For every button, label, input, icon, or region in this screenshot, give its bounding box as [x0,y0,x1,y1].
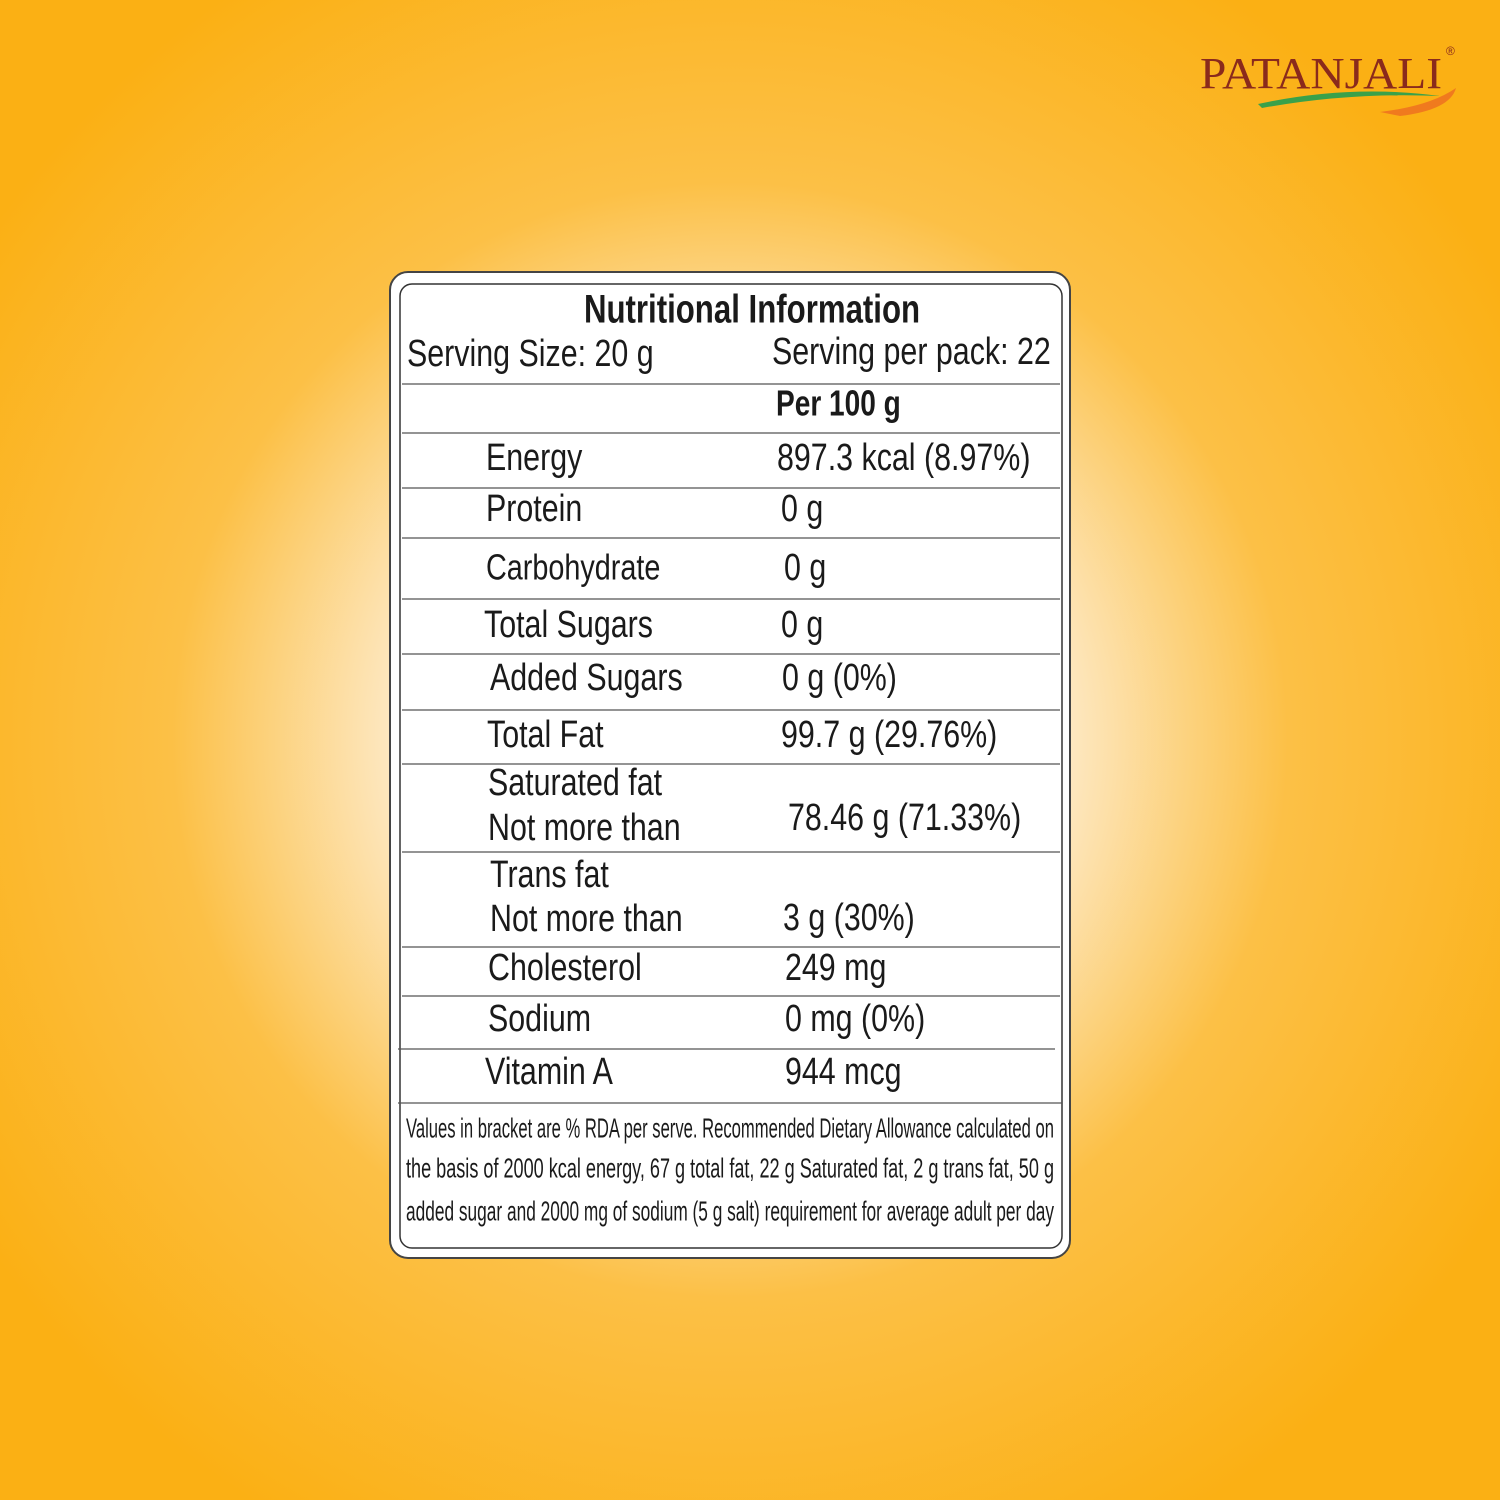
nutrient-name-group: Vitamin A [485,1051,613,1093]
nutrient-value: 944 mcg [785,1051,902,1093]
nutrient-value-group: 944 mcg [785,1051,902,1093]
nutrient-name: Total Sugars [484,604,653,646]
brand-mark: ® [1446,44,1455,58]
label-title-group: Nutritional Information [584,287,920,332]
brand-name: PATANJALI [1200,49,1442,98]
nutrient-value-group: 249 mg [785,947,886,989]
nutrient-name: Trans fat [490,854,609,896]
nutrient-name: Vitamin A [485,1051,613,1093]
nutrient-name: Protein [486,488,582,530]
nutrient-value-group: 78.46 g (71.33%) [788,797,1021,839]
nutrient-value: 3 g (30%) [783,897,915,939]
nutrient-value-group: 0 g [781,488,823,530]
label-card [389,271,1071,1259]
nutrient-name: Saturated fat [488,762,662,804]
logo-swoosh-green [1258,91,1440,108]
nutrient-value-group: 0 g (0%) [782,657,897,699]
nutrient-value-group: 3 g (30%) [783,897,915,939]
column-header: Per 100 g [776,383,901,423]
nutrient-value-group: 897.3 kcal (8.97%) [777,437,1030,479]
column-header-group: Per 100 g [776,383,901,423]
nutrient-value-group: 0 mg (0%) [785,998,925,1040]
nutrient-name: Energy [486,437,583,479]
nutrient-name-group: Carbohydrate [486,546,660,587]
footnote-line: the basis of 2000 kcal energy, 67 g tota… [406,1152,1054,1183]
footnote-line: Values in bracket are % RDA per serve. R… [406,1112,1054,1143]
nutrient-name-group: Total Fat [487,714,604,756]
footnote-line: added sugar and 2000 mg of sodium (5 g s… [406,1195,1054,1226]
nutrient-name: Carbohydrate [486,546,660,587]
nutrient-value-group: 0 g [781,604,823,646]
nutrient-value: 249 mg [785,947,886,989]
nutrient-name-group: Cholesterol [488,947,642,989]
nutrient-value: 0 g (0%) [782,657,897,699]
nutrient-name: Not more than [490,898,683,940]
nutrient-value: 99.7 g (29.76%) [781,714,997,756]
nutrient-value: 0 g [781,488,823,530]
serving-size: Serving Size: 20 g [407,333,654,375]
nutrient-name-group: Not more than [488,807,681,849]
nutrient-value: 0 g [784,547,826,589]
servings-per-pack-group: Serving per pack: 22 [772,331,1051,373]
nutrient-name-group: Sodium [488,998,591,1040]
label-title: Nutritional Information [584,287,920,332]
nutrient-value-group: 99.7 g (29.76%) [781,714,997,756]
nutrient-name-group: Saturated fat [488,762,662,804]
label-inner-border [399,283,1063,1249]
nutrient-name-group: Not more than [490,898,683,940]
nutrient-name-group: Trans fat [490,854,609,896]
servings-per-pack: Serving per pack: 22 [772,331,1051,373]
nutrient-name: Not more than [488,807,681,849]
nutrient-name-group: Total Sugars [484,604,653,646]
nutrient-name: Sodium [488,998,591,1040]
nutrient-name: Added Sugars [490,657,683,699]
nutrient-name: Total Fat [487,714,604,756]
nutrient-value: 78.46 g (71.33%) [788,797,1021,839]
logo-swoosh-orange [1380,88,1456,116]
nutrient-value: 0 g [781,604,823,646]
brand-logo: PATANJALI ® [1200,44,1456,116]
nutrient-name: Cholesterol [488,947,642,989]
serving-size-group: Serving Size: 20 g [407,333,654,375]
nutrient-value-group: 0 g [784,547,826,589]
nutrient-name-group: Energy [486,437,583,479]
nutrient-name-group: Protein [486,488,582,530]
nutrient-name-group: Added Sugars [490,657,683,699]
nutrient-value: 0 mg (0%) [785,998,925,1040]
nutrient-value: 897.3 kcal (8.97%) [777,437,1030,479]
